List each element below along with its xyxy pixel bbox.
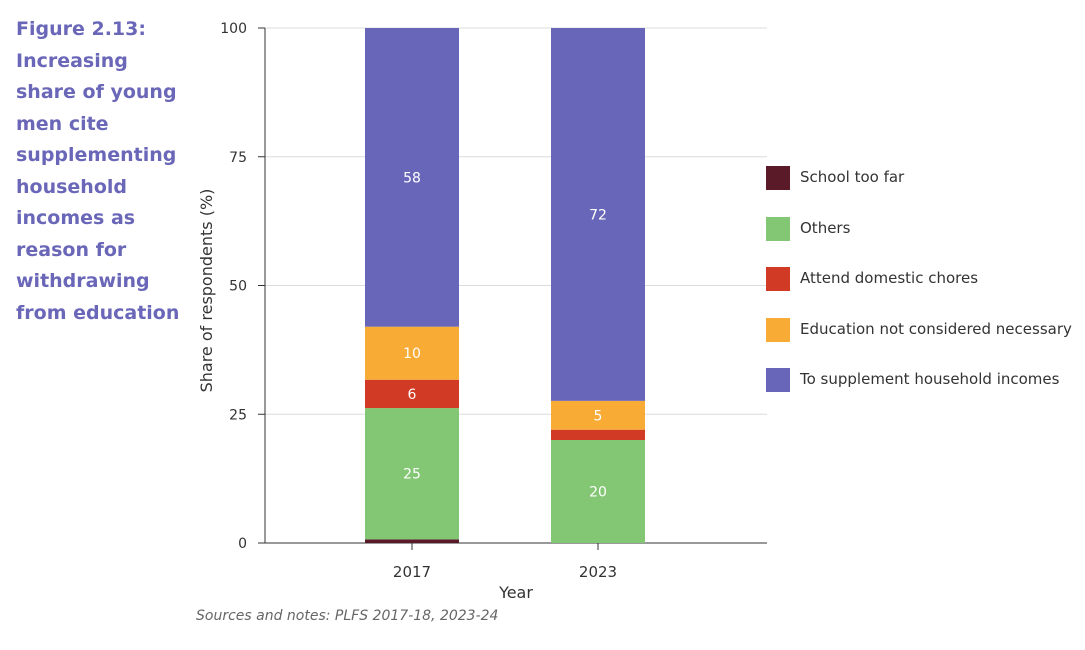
figure-title-line: from education	[16, 301, 180, 324]
figure-title-line: Figure 2.13:	[16, 18, 146, 40]
legend-label: Education not considered necessary	[800, 320, 1072, 338]
y-tick-label: 75	[229, 150, 247, 166]
figure-title-line: withdrawing	[16, 270, 150, 292]
figure-title-line: men cite	[16, 112, 109, 135]
x-tick-label: 2023	[579, 563, 617, 581]
data-label: 6	[408, 387, 417, 403]
figure-title-line: Increasing	[16, 49, 128, 72]
figure-title: Figure 2.13: Increasing share of young m…	[16, 14, 180, 329]
source-note: Sources and notes: PLFS 2017-18, 2023-24	[196, 608, 499, 624]
legend-swatch	[766, 318, 790, 342]
bar-segment	[551, 400, 645, 430]
bar-segment	[365, 379, 459, 409]
data-label: 20	[589, 485, 607, 501]
y-tick-label: 0	[238, 536, 247, 552]
y-tick-label: 50	[229, 279, 247, 295]
figure-title-line: incomes as	[16, 207, 136, 229]
legend-label: To supplement household incomes	[800, 370, 1060, 388]
legend-swatch	[766, 166, 790, 190]
legend-label: Others	[800, 219, 851, 237]
bar-segment	[551, 440, 645, 543]
bar-segment	[365, 28, 459, 327]
bar-segment	[551, 28, 645, 401]
data-label: 58	[403, 170, 421, 186]
data-label: 10	[403, 346, 421, 362]
data-label: 25	[403, 467, 421, 483]
figure-title-line: reason for	[16, 238, 127, 261]
bar-segment	[365, 539, 459, 543]
bar-segment	[365, 408, 459, 540]
x-axis-title: Year	[498, 583, 533, 602]
bar-segment	[551, 429, 645, 440]
legend-label: School too far	[800, 168, 905, 186]
figure-title-line: share of young	[16, 81, 177, 103]
y-axis-title: Share of respondents (%)	[197, 189, 216, 393]
x-tick-label: 2017	[393, 563, 431, 581]
legend-swatch	[766, 217, 790, 241]
bar-segment	[365, 326, 459, 380]
figure-title-line: supplementing	[16, 144, 177, 166]
data-label: 72	[589, 207, 607, 223]
legend-swatch	[766, 368, 790, 392]
legend-swatch	[766, 267, 790, 291]
data-label: 5	[594, 408, 603, 424]
legend-label: Attend domestic chores	[800, 269, 979, 287]
y-tick-label: 25	[229, 407, 247, 423]
figure-title-line: household	[16, 175, 127, 198]
y-tick-label: 100	[220, 21, 247, 37]
